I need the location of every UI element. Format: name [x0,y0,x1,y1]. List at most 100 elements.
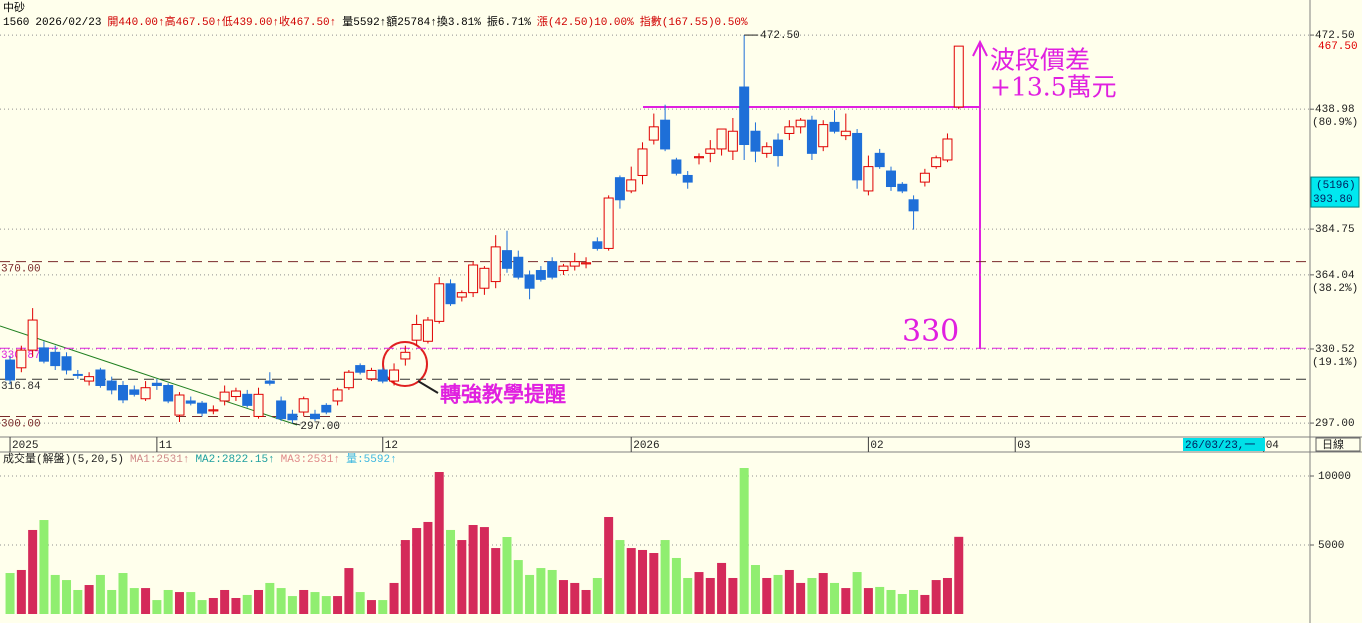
candle-body [682,174,693,183]
candle-body [739,86,750,146]
legend-entry: 量:5592↑ [346,452,397,466]
candle-body [163,384,174,402]
trend-line [0,325,298,426]
legend-entry: MA2:2822.15↑ [195,454,274,466]
volume-bar [321,596,331,614]
volume-bar [95,574,105,614]
candle-body [818,124,829,148]
candle-body [298,398,309,413]
volume-bar [954,536,964,614]
volume-bar [638,549,648,614]
band-arrow-head [972,39,988,57]
candle-body [874,152,885,168]
candle-body [535,270,546,280]
volume-bar [152,600,162,614]
candle-body [840,130,851,137]
candle-body [129,389,140,395]
candle-body [400,351,411,360]
candle-body [852,132,863,181]
y-tick-label: 297.00 [1315,418,1355,430]
y-tick-label: 384.75 [1315,224,1355,236]
volume-bar [909,589,919,614]
volume-bar [604,516,614,614]
candle-body [72,373,83,376]
volume-bar [558,580,568,614]
band-value: +13.5萬元 [990,73,1117,102]
x-tick-label: 04 [1266,440,1280,452]
candle-body [276,400,287,420]
volume-bar [830,582,840,614]
volume-bar [231,597,241,614]
signal-pointer [417,380,439,394]
candle-body [309,413,320,420]
candle-body [603,197,614,249]
level-label: 316.84 [1,381,41,393]
candle-body [219,391,230,402]
low-pointer [292,422,301,426]
candle-body [919,172,930,183]
candle-body [693,156,704,159]
candle-body [5,359,16,381]
cursor-volume: (5196) [1316,180,1356,192]
candle-body [321,404,332,413]
volume-bar [728,577,738,614]
volume-bar [942,577,952,614]
header-field: 指數(167.55)0.50% [640,14,748,29]
candle-body [829,121,840,132]
volume-bar [242,594,252,614]
stock-name: 中砂 [3,1,25,15]
volume-bar [62,580,72,614]
candle-body [716,128,727,150]
x-tick-label: 11 [159,440,173,452]
cursor-box [1310,176,1360,208]
candle-body [490,246,501,283]
y-tick-label: 364.04 [1315,270,1355,282]
candle-body [445,283,456,305]
low-label: 297.00 [300,421,340,433]
y-tick-label: 472.50 [1315,30,1355,42]
candle-body [242,393,253,406]
volume-bar [796,582,806,614]
volume-bar [615,540,625,614]
legend-entry: MA3:2531↑ [281,454,340,466]
candle-body [806,119,817,154]
x-tick-label: 02 [870,440,883,452]
candle-body [106,380,117,391]
volume-bar [28,529,38,614]
candle-body [931,157,942,168]
candle-body [332,389,343,402]
candle-body [863,166,874,192]
candle-body [648,126,659,141]
volume-bar [863,588,873,614]
volume-bar [16,569,26,614]
volume-bar [310,592,320,614]
candle-body [434,283,445,322]
candle-body [479,267,490,289]
candle-body [637,148,648,176]
volume-bar [626,548,636,614]
candle-body [16,349,27,369]
candle-body [287,413,298,421]
volume-bar [920,594,930,614]
candle-body [84,376,95,382]
candle-body [885,170,896,188]
candle-body [501,250,512,269]
candle-body [343,371,354,389]
y-tick-label: 438.98 [1315,104,1355,116]
volume-bar [355,592,365,614]
volume-bar [287,596,297,614]
volume-bar [84,585,94,614]
candle-body [456,292,467,298]
candle-body [547,261,558,278]
candle-body [95,369,106,386]
period-label: 日線 [1322,437,1344,452]
volume-bar [717,562,727,614]
signal-circle [382,341,428,387]
x-tick-label: 12 [385,440,398,452]
volume-bar [344,568,354,614]
volume-bar [502,537,512,614]
volume-bar [423,521,433,614]
y-tick-label: 5000 [1318,540,1344,552]
